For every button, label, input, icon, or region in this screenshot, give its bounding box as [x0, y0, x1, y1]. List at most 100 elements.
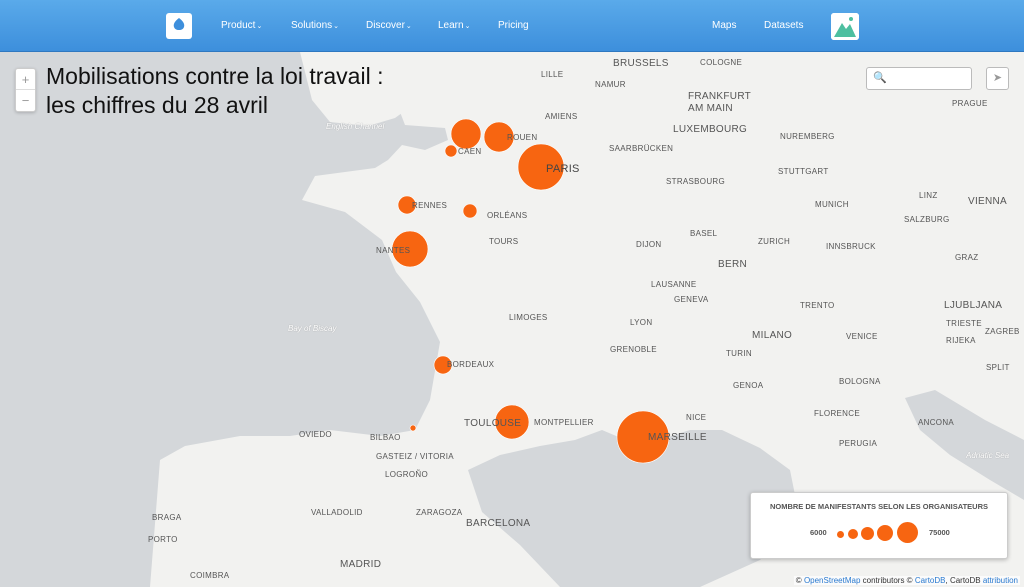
bubble-caen[interactable] [444, 144, 458, 158]
bubble-toulouse[interactable] [494, 404, 530, 440]
nav-label: Product [221, 20, 256, 31]
city-label: LUXEMBOURG [673, 124, 748, 135]
city-label: PRAGUE [952, 99, 988, 108]
city-label: AM MAIN [688, 103, 733, 114]
bubble-nantes[interactable] [391, 230, 429, 268]
city-label: STRASBOURG [666, 177, 726, 186]
share-button[interactable]: ➤ [986, 67, 1009, 90]
legend-bubble-5 [897, 522, 918, 543]
legend-title: NOMBRE DE MANIFESTANTS SELON LES ORGANIS… [769, 502, 989, 511]
search-input[interactable]: 🔍 [866, 67, 972, 90]
zoom-control: + − [15, 68, 36, 112]
chevron-down-icon: ⌄ [405, 23, 412, 30]
nav-datasets[interactable]: Datasets [764, 20, 804, 31]
city-label: NICE [686, 413, 707, 422]
carto-logo[interactable] [166, 13, 192, 39]
zoom-in-button[interactable]: + [16, 69, 35, 90]
sea-label: English Channel [326, 122, 385, 131]
cartodb-link[interactable]: CartoDB [914, 576, 946, 585]
city-label: NUREMBERG [780, 132, 835, 141]
city-label: VIENNA [968, 196, 1008, 207]
city-label: PARIS [546, 163, 580, 175]
city-label: BASEL [690, 229, 718, 238]
nav-label: Discover [366, 20, 405, 31]
city-label: ROUEN [507, 133, 538, 142]
city-label: LINZ [919, 191, 938, 200]
city-label: MARSEILLE [648, 432, 707, 443]
city-label: COIMBRA [190, 571, 230, 580]
city-label: GENEVA [674, 295, 709, 304]
top-navbar: Product⌄ Solutions⌄ Discover⌄ Learn⌄ Pricing… [0, 0, 1024, 52]
copyright: © [795, 576, 802, 585]
city-label: ZARAGOZA [416, 508, 463, 517]
nav-pricing[interactable]: Pricing [498, 20, 529, 31]
city-label: COLOGNE [700, 58, 743, 67]
city-label: LYON [630, 318, 653, 327]
city-label: OVIEDO [299, 430, 332, 439]
city-label: MADRID [340, 559, 382, 570]
bubble-rouen[interactable] [483, 121, 515, 153]
city-label: LAUSANNE [651, 280, 697, 289]
legend-bubble-2 [848, 529, 858, 539]
city-label: INNSBRUCK [826, 242, 876, 251]
city-label: AMIENS [545, 112, 578, 121]
city-label: RIJEKA [946, 336, 976, 345]
bubble-marseille[interactable] [616, 410, 670, 464]
city-label: SALZBURG [904, 215, 950, 224]
nav-discover[interactable]: Discover⌄ [366, 20, 412, 31]
city-label: BERN [718, 259, 747, 270]
osm-link[interactable]: OpenStreetMap [803, 576, 861, 585]
nav-maps[interactable]: Maps [712, 20, 737, 31]
city-label: ORLÉANS [487, 211, 528, 220]
city-label: LJUBLJANA [944, 300, 1003, 311]
chevron-down-icon: ⌄ [333, 23, 340, 30]
city-label: STUTTGART [778, 167, 829, 176]
send-icon: ➤ [992, 72, 1003, 84]
attribution-link[interactable]: attribution [982, 576, 1018, 585]
city-label: GASTEIZ / VITORIA [376, 452, 454, 461]
city-label: FRANKFURT [688, 91, 752, 102]
city-label: FLORENCE [814, 409, 860, 418]
bubble-le-mans[interactable] [462, 203, 478, 219]
city-label: ZAGREB [985, 327, 1020, 336]
chevron-down-icon: ⌄ [464, 23, 471, 30]
city-label: TOULOUSE [464, 418, 522, 429]
legend-min: 6000 [810, 528, 827, 537]
city-label: VENICE [846, 332, 878, 341]
user-avatar[interactable] [831, 13, 859, 40]
bubble-rennes[interactable] [397, 195, 417, 215]
mediterranean-sea [468, 430, 800, 587]
city-label: TRIESTE [946, 319, 982, 328]
city-label: PERUGIA [839, 439, 878, 448]
nav-learn[interactable]: Learn⌄ [438, 20, 470, 31]
legend-bubble-1 [837, 531, 844, 538]
city-label: DIJON [636, 240, 662, 249]
attr-text-2: , CartoDB [945, 576, 981, 585]
attr-text: contributors © [862, 576, 913, 585]
city-label: LOGROÑO [385, 470, 428, 479]
england-land [300, 52, 425, 126]
city-label: BORDEAUX [447, 360, 495, 369]
city-label: TRENTO [800, 301, 835, 310]
nav-solutions[interactable]: Solutions⌄ [291, 20, 339, 31]
bubble-paris[interactable] [517, 143, 565, 191]
atlantic-sea [0, 52, 448, 587]
nav-label: Learn [438, 20, 464, 31]
bubble-bordeaux[interactable] [433, 355, 453, 375]
bubble-bayonne[interactable] [409, 424, 417, 432]
nav-label: Pricing [498, 20, 529, 31]
adriatic-sea [905, 390, 1024, 500]
city-label: SPLIT [986, 363, 1010, 372]
bubble-le-havre[interactable] [450, 118, 482, 150]
nav-product[interactable]: Product⌄ [221, 20, 262, 31]
city-label: SAARBRÜCKEN [609, 144, 674, 153]
chevron-down-icon: ⌄ [256, 23, 263, 30]
city-label: NAMUR [595, 80, 626, 89]
city-label: BILBAO [370, 433, 401, 442]
city-label: MUNICH [815, 200, 849, 209]
zoom-out-button[interactable]: − [21, 93, 30, 108]
map-title: Mobilisations contre la loi travail : le… [46, 63, 384, 118]
city-label: GENOA [733, 381, 764, 390]
city-label: PORTO [148, 535, 178, 544]
